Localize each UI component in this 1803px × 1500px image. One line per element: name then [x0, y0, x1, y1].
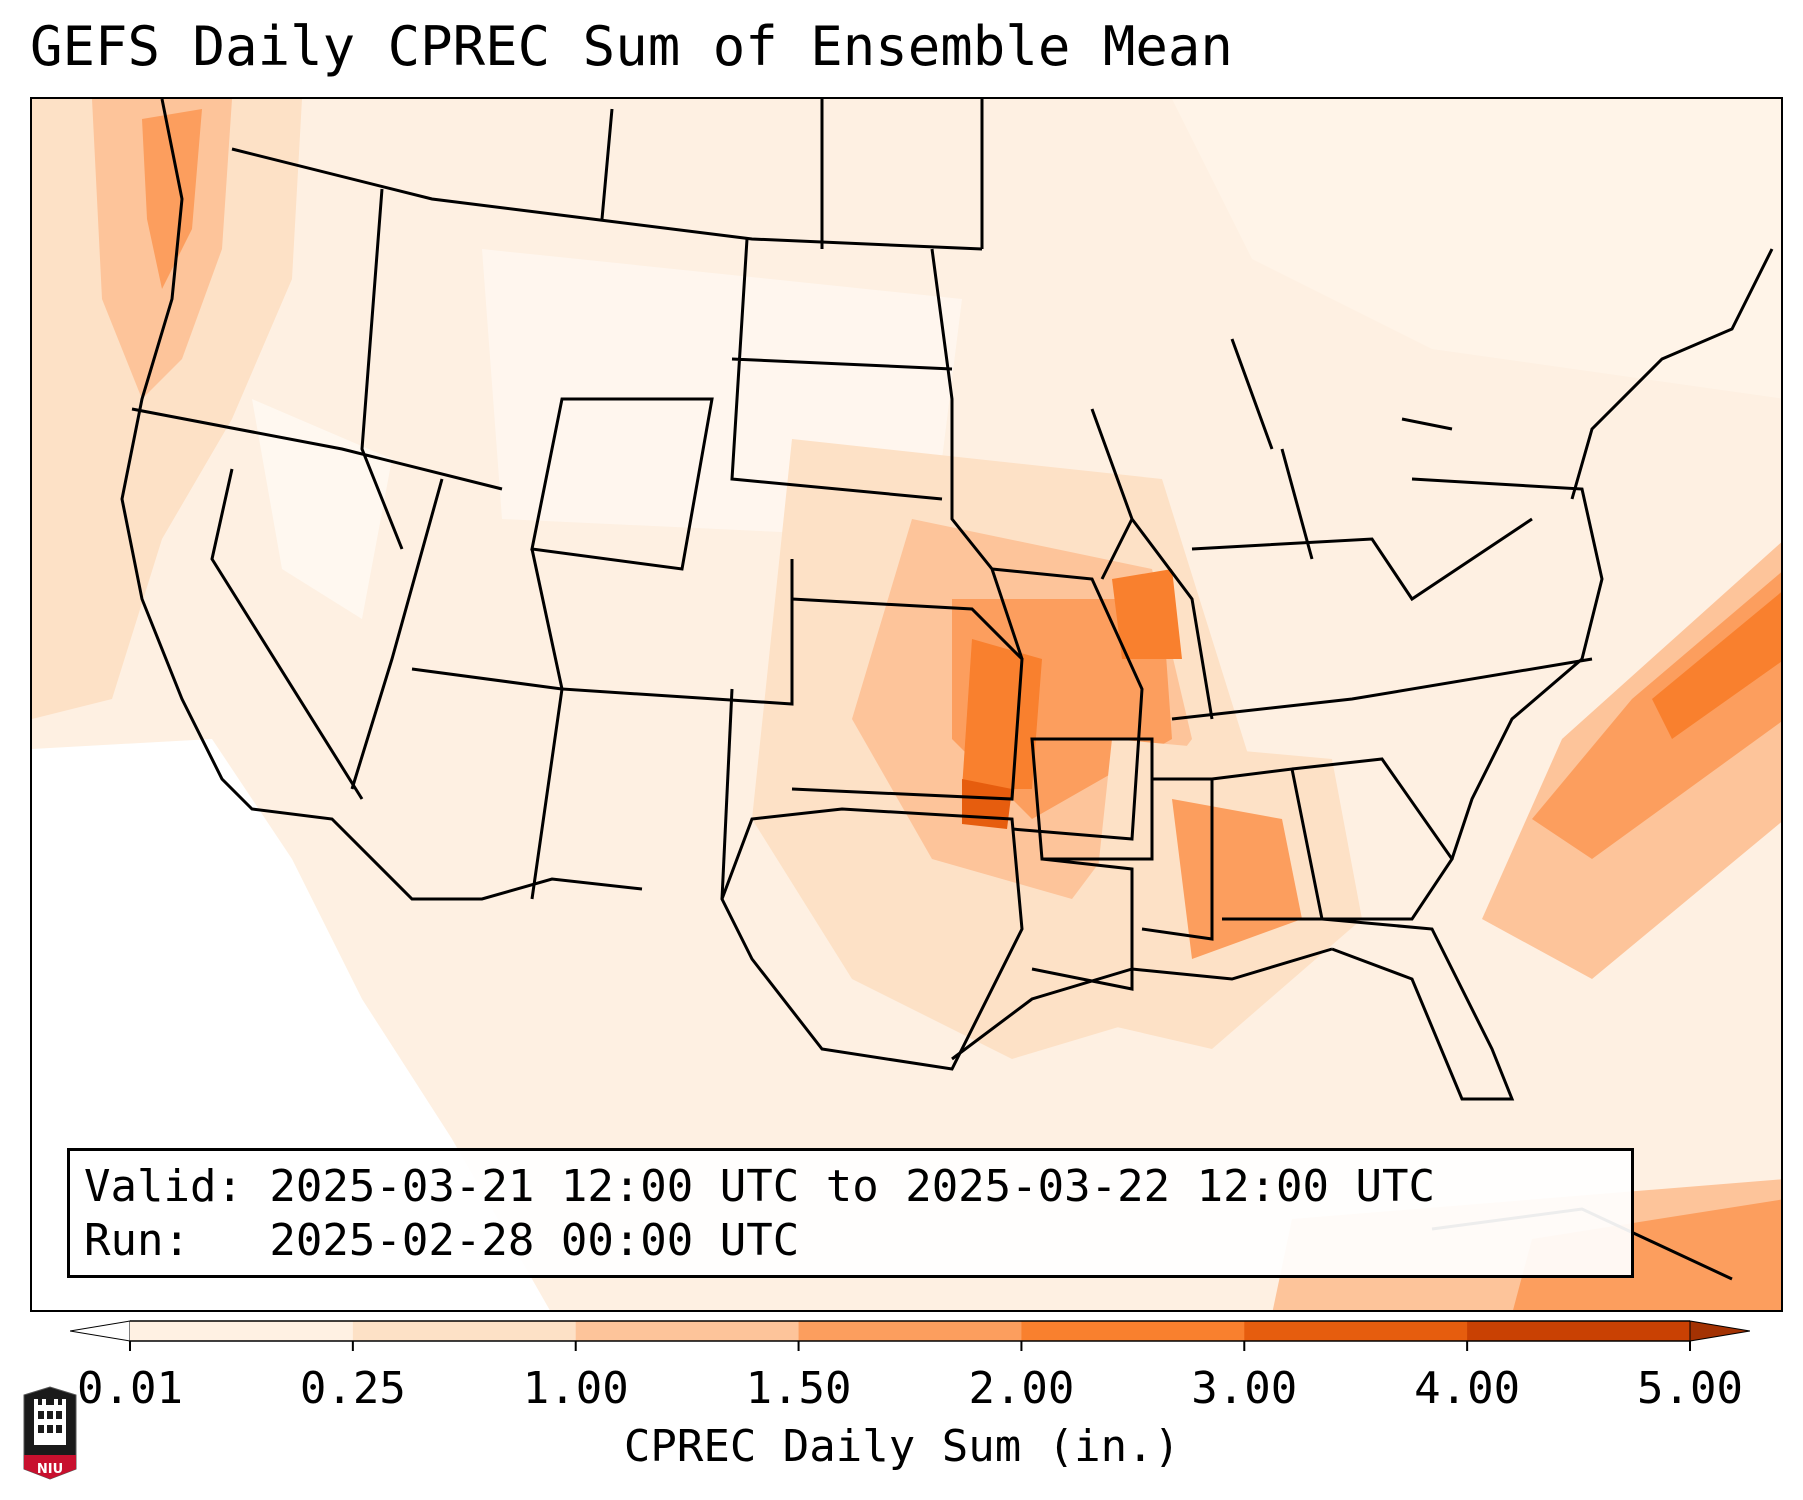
- northeast-coast: [1570, 248, 1774, 500]
- oregon-nevada-border: [131, 407, 503, 491]
- colorbar-segment: [1467, 1321, 1691, 1341]
- light-region-canada: [1172, 99, 1781, 399]
- colorbar-tick-label: 3.00: [1191, 1363, 1298, 1414]
- colorbar-segment: [130, 1321, 354, 1341]
- colorbar-extend-max: [1689, 1320, 1750, 1342]
- louisiana-outline: [1031, 857, 1134, 991]
- arkansas-outline: [1030, 737, 1154, 861]
- ohio-valley-line: [1191, 517, 1533, 602]
- texas-outline: [720, 807, 1024, 1071]
- heavy-region-caribbean: [1513, 1199, 1781, 1310]
- colorbar-tick-label: 0.25: [299, 1363, 406, 1414]
- nevada-border: [210, 468, 364, 800]
- colorbar-ticks: [129, 1341, 1691, 1351]
- new-mexico-east-border: [720, 688, 734, 900]
- colorbar-segment: [798, 1321, 1022, 1341]
- run-time-text: Run: 2025-02-28 00:00 UTC: [84, 1215, 800, 1266]
- colorbar-segment: [1021, 1321, 1245, 1341]
- very-heavy-region-oklahoma: [962, 639, 1042, 789]
- colorbar-tick-label: 1.50: [745, 1363, 852, 1414]
- valid-time-text: Valid: 2025-03-21 12:00 UTC to 2025-03-2…: [84, 1161, 1436, 1212]
- wisconsin-illinois-border: [1090, 408, 1214, 720]
- utah-west-border: [350, 478, 444, 790]
- very-heavy-region-illinois: [1112, 569, 1182, 659]
- colorbar-segment: [352, 1321, 577, 1341]
- missouri-outline: [991, 567, 1144, 841]
- chart-title: GEFS Daily CPREC Sum of Ensemble Mean: [30, 15, 1233, 78]
- colorbar-tick-label: 5.00: [1637, 1363, 1743, 1414]
- great-lakes-lines: [1230, 338, 1453, 560]
- alabama-outline: [1211, 767, 1324, 921]
- florida-outline: [1321, 917, 1515, 1101]
- montana-dakota-borders: [600, 99, 984, 249]
- precipitation-map: [30, 97, 1783, 1312]
- colorbar-label: CPREC Daily Sum (in.): [623, 1421, 1181, 1472]
- colorbar-segment: [575, 1321, 800, 1341]
- very-heavy-region-atlantic: [1652, 592, 1781, 739]
- colorbar-tick-label: 2.00: [968, 1363, 1075, 1414]
- colorbar-tick-label: 0.01: [77, 1363, 183, 1414]
- minnesota-iowa-border: [930, 248, 1024, 660]
- west-coast-line: [120, 99, 643, 901]
- colorbar: [70, 1320, 1750, 1351]
- wyoming-outline: [530, 397, 714, 571]
- moderate-region-northwest: [32, 99, 302, 719]
- northern-border: [231, 147, 983, 251]
- colorado-outline: [530, 548, 794, 706]
- niu-logo-icon: [23, 1386, 77, 1480]
- east-coast: [1411, 477, 1604, 860]
- dakotas-nebraska-borders: [730, 238, 953, 501]
- idaho-border: [360, 188, 404, 550]
- tennessee-nc-line: [1171, 657, 1593, 721]
- gulf-coast: [951, 947, 1333, 1061]
- niu-logo: NIU: [20, 1385, 80, 1481]
- valid-run-infobox: Valid: 2025-03-21 12:00 UTC to 2025-03-2…: [67, 1148, 1634, 1278]
- niu-logo-text: NIU: [36, 1462, 64, 1477]
- state-boundaries: [120, 99, 1774, 1281]
- colorbar-segment: [1244, 1321, 1468, 1341]
- colorbar-tick-label: 4.00: [1414, 1363, 1521, 1414]
- colorbar-segments: [70, 1320, 1750, 1342]
- heavy-region-pacific-nw: [142, 109, 202, 289]
- arizona-nm-border: [411, 667, 564, 900]
- mississippi-outline: [1141, 777, 1214, 941]
- colorbar-outline: [130, 1320, 1690, 1342]
- map-canvas: [32, 99, 1781, 1310]
- colorbar-extend-min: [70, 1320, 131, 1342]
- colorbar-tick-label: 1.00: [522, 1363, 629, 1414]
